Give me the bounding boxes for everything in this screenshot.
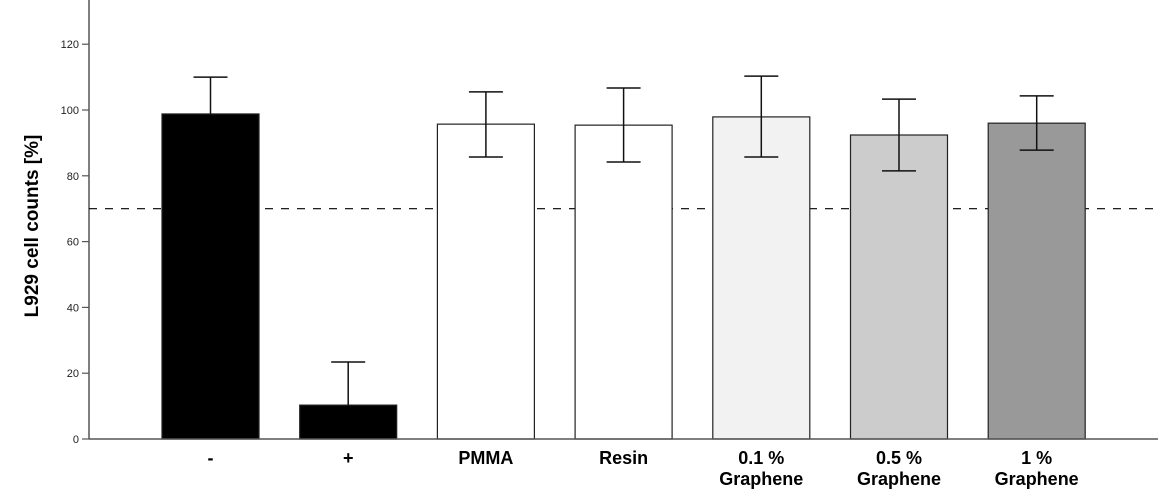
x-category-label: + — [343, 448, 354, 468]
y-tick-label: 0 — [73, 434, 79, 446]
x-category-label: PMMA — [458, 448, 513, 468]
bar-group — [161, 76, 260, 440]
bar-group — [574, 87, 673, 440]
bar — [712, 116, 811, 440]
bar — [987, 122, 1086, 440]
x-category-label: 1 % — [1021, 448, 1052, 468]
y-axis: 0 20 40 60 80 100 120 — [61, 0, 90, 446]
bars — [161, 75, 1086, 440]
y-tick-label: 100 — [61, 105, 79, 117]
y-axis-title-text: L929 cell counts [%] — [22, 135, 43, 318]
y-tick-label: 20 — [67, 368, 79, 380]
bar-group — [849, 98, 949, 440]
x-category-label: Graphene — [857, 469, 941, 489]
y-tick-label: 120 — [61, 39, 79, 51]
y-axis-title: L929 cell counts [%] — [22, 135, 43, 318]
bar — [436, 123, 535, 440]
y-tick-label: 60 — [67, 237, 79, 249]
x-category-label: 0.5 % — [876, 448, 922, 468]
bar-group — [987, 95, 1086, 440]
x-category-label: Graphene — [995, 469, 1079, 489]
y-tick-label: 40 — [67, 302, 79, 314]
bar — [299, 404, 398, 440]
x-category-label: Graphene — [719, 469, 803, 489]
x-category-label: - — [208, 448, 214, 468]
x-category-label: 0.1 % — [738, 448, 784, 468]
bar-group — [436, 91, 535, 440]
bar-group — [712, 75, 811, 440]
bar-group — [299, 361, 398, 440]
y-tick-label: 80 — [67, 171, 79, 183]
bar — [574, 124, 673, 440]
bar — [161, 113, 260, 440]
bar — [849, 134, 949, 440]
x-category-label: Resin — [599, 448, 648, 468]
